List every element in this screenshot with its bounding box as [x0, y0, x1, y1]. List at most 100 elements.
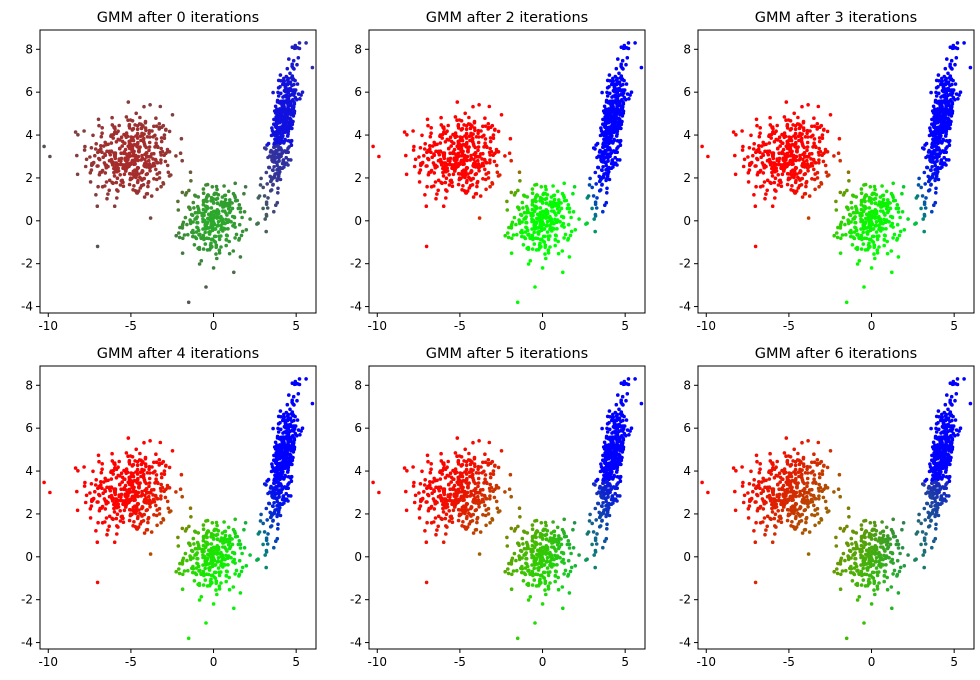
data-point [155, 508, 159, 512]
data-point [155, 496, 159, 501]
data-point [809, 135, 813, 139]
data-point [942, 124, 947, 128]
data-point [930, 175, 935, 180]
data-point [226, 554, 231, 558]
data-point [284, 491, 289, 496]
data-point [849, 200, 854, 205]
data-point [488, 146, 493, 151]
data-point [950, 111, 955, 115]
data-point [432, 153, 437, 158]
data-point [227, 251, 232, 256]
data-point [456, 460, 461, 464]
data-point [535, 236, 540, 241]
data-point [200, 213, 204, 218]
data-point [225, 213, 229, 217]
data-point [615, 146, 619, 151]
data-point [91, 133, 95, 138]
data-point [154, 167, 158, 172]
data-point [201, 247, 206, 251]
data-point [159, 153, 163, 157]
data-point [267, 165, 271, 170]
data-point [157, 512, 162, 516]
data-point [192, 243, 197, 247]
data-point [793, 191, 797, 195]
data-point [891, 236, 895, 240]
data-point [835, 231, 839, 235]
data-point [533, 197, 537, 202]
data-point [519, 213, 524, 217]
data-point [881, 197, 886, 202]
data-point [612, 113, 616, 118]
data-point [154, 141, 158, 145]
data-point [554, 213, 558, 217]
data-point [603, 115, 607, 119]
data-point [152, 177, 156, 181]
data-point [194, 572, 199, 577]
data-point [556, 239, 560, 244]
data-point [206, 226, 210, 230]
data-point [219, 217, 223, 221]
data-point [619, 62, 623, 67]
data-point [817, 139, 822, 144]
data-point [538, 199, 542, 203]
data-point [813, 187, 817, 192]
data-point [509, 223, 514, 228]
data-point [547, 203, 551, 207]
data-point [746, 171, 751, 175]
data-point [112, 461, 117, 465]
x-tick-label: -5 [125, 655, 137, 669]
data-point [805, 140, 810, 145]
data-point [456, 518, 461, 523]
data-point [283, 89, 288, 94]
data-point [230, 206, 235, 211]
data-point [751, 153, 755, 158]
data-point [456, 182, 461, 187]
data-point [792, 111, 796, 116]
data-point [469, 169, 474, 174]
y-tick-label: 2 [25, 171, 33, 185]
data-point [755, 156, 759, 161]
data-point [132, 169, 137, 173]
data-point [279, 131, 284, 136]
data-point [491, 153, 496, 157]
data-point [138, 186, 143, 190]
data-point [510, 220, 515, 225]
data-point [538, 241, 542, 246]
data-point [761, 153, 766, 158]
data-point [159, 184, 163, 189]
data-point [800, 195, 805, 199]
data-point [290, 398, 295, 403]
data-point [286, 482, 290, 487]
data-point [770, 174, 775, 178]
data-point [209, 577, 213, 582]
data-point [201, 527, 206, 531]
data-point [287, 57, 291, 61]
data-point [159, 161, 163, 165]
data-point [154, 477, 158, 482]
data-point [885, 210, 890, 215]
data-point [772, 140, 777, 144]
data-point [136, 476, 140, 481]
data-point [442, 161, 447, 165]
data-point [281, 80, 286, 84]
data-point [443, 476, 448, 480]
data-point [287, 462, 292, 467]
data-point [413, 157, 418, 162]
data-point [470, 183, 475, 187]
data-point [135, 527, 139, 531]
data-point [163, 495, 168, 500]
data-point [137, 484, 141, 488]
data-point [593, 214, 598, 218]
data-point [292, 111, 297, 115]
data-point [411, 465, 415, 469]
data-point [620, 114, 625, 118]
data-point [838, 223, 843, 228]
data-point [112, 510, 117, 514]
data-point [528, 236, 532, 241]
data-point [148, 552, 153, 556]
data-point [282, 165, 286, 169]
data-point [770, 204, 775, 208]
data-point [183, 551, 188, 556]
data-point [902, 228, 907, 232]
